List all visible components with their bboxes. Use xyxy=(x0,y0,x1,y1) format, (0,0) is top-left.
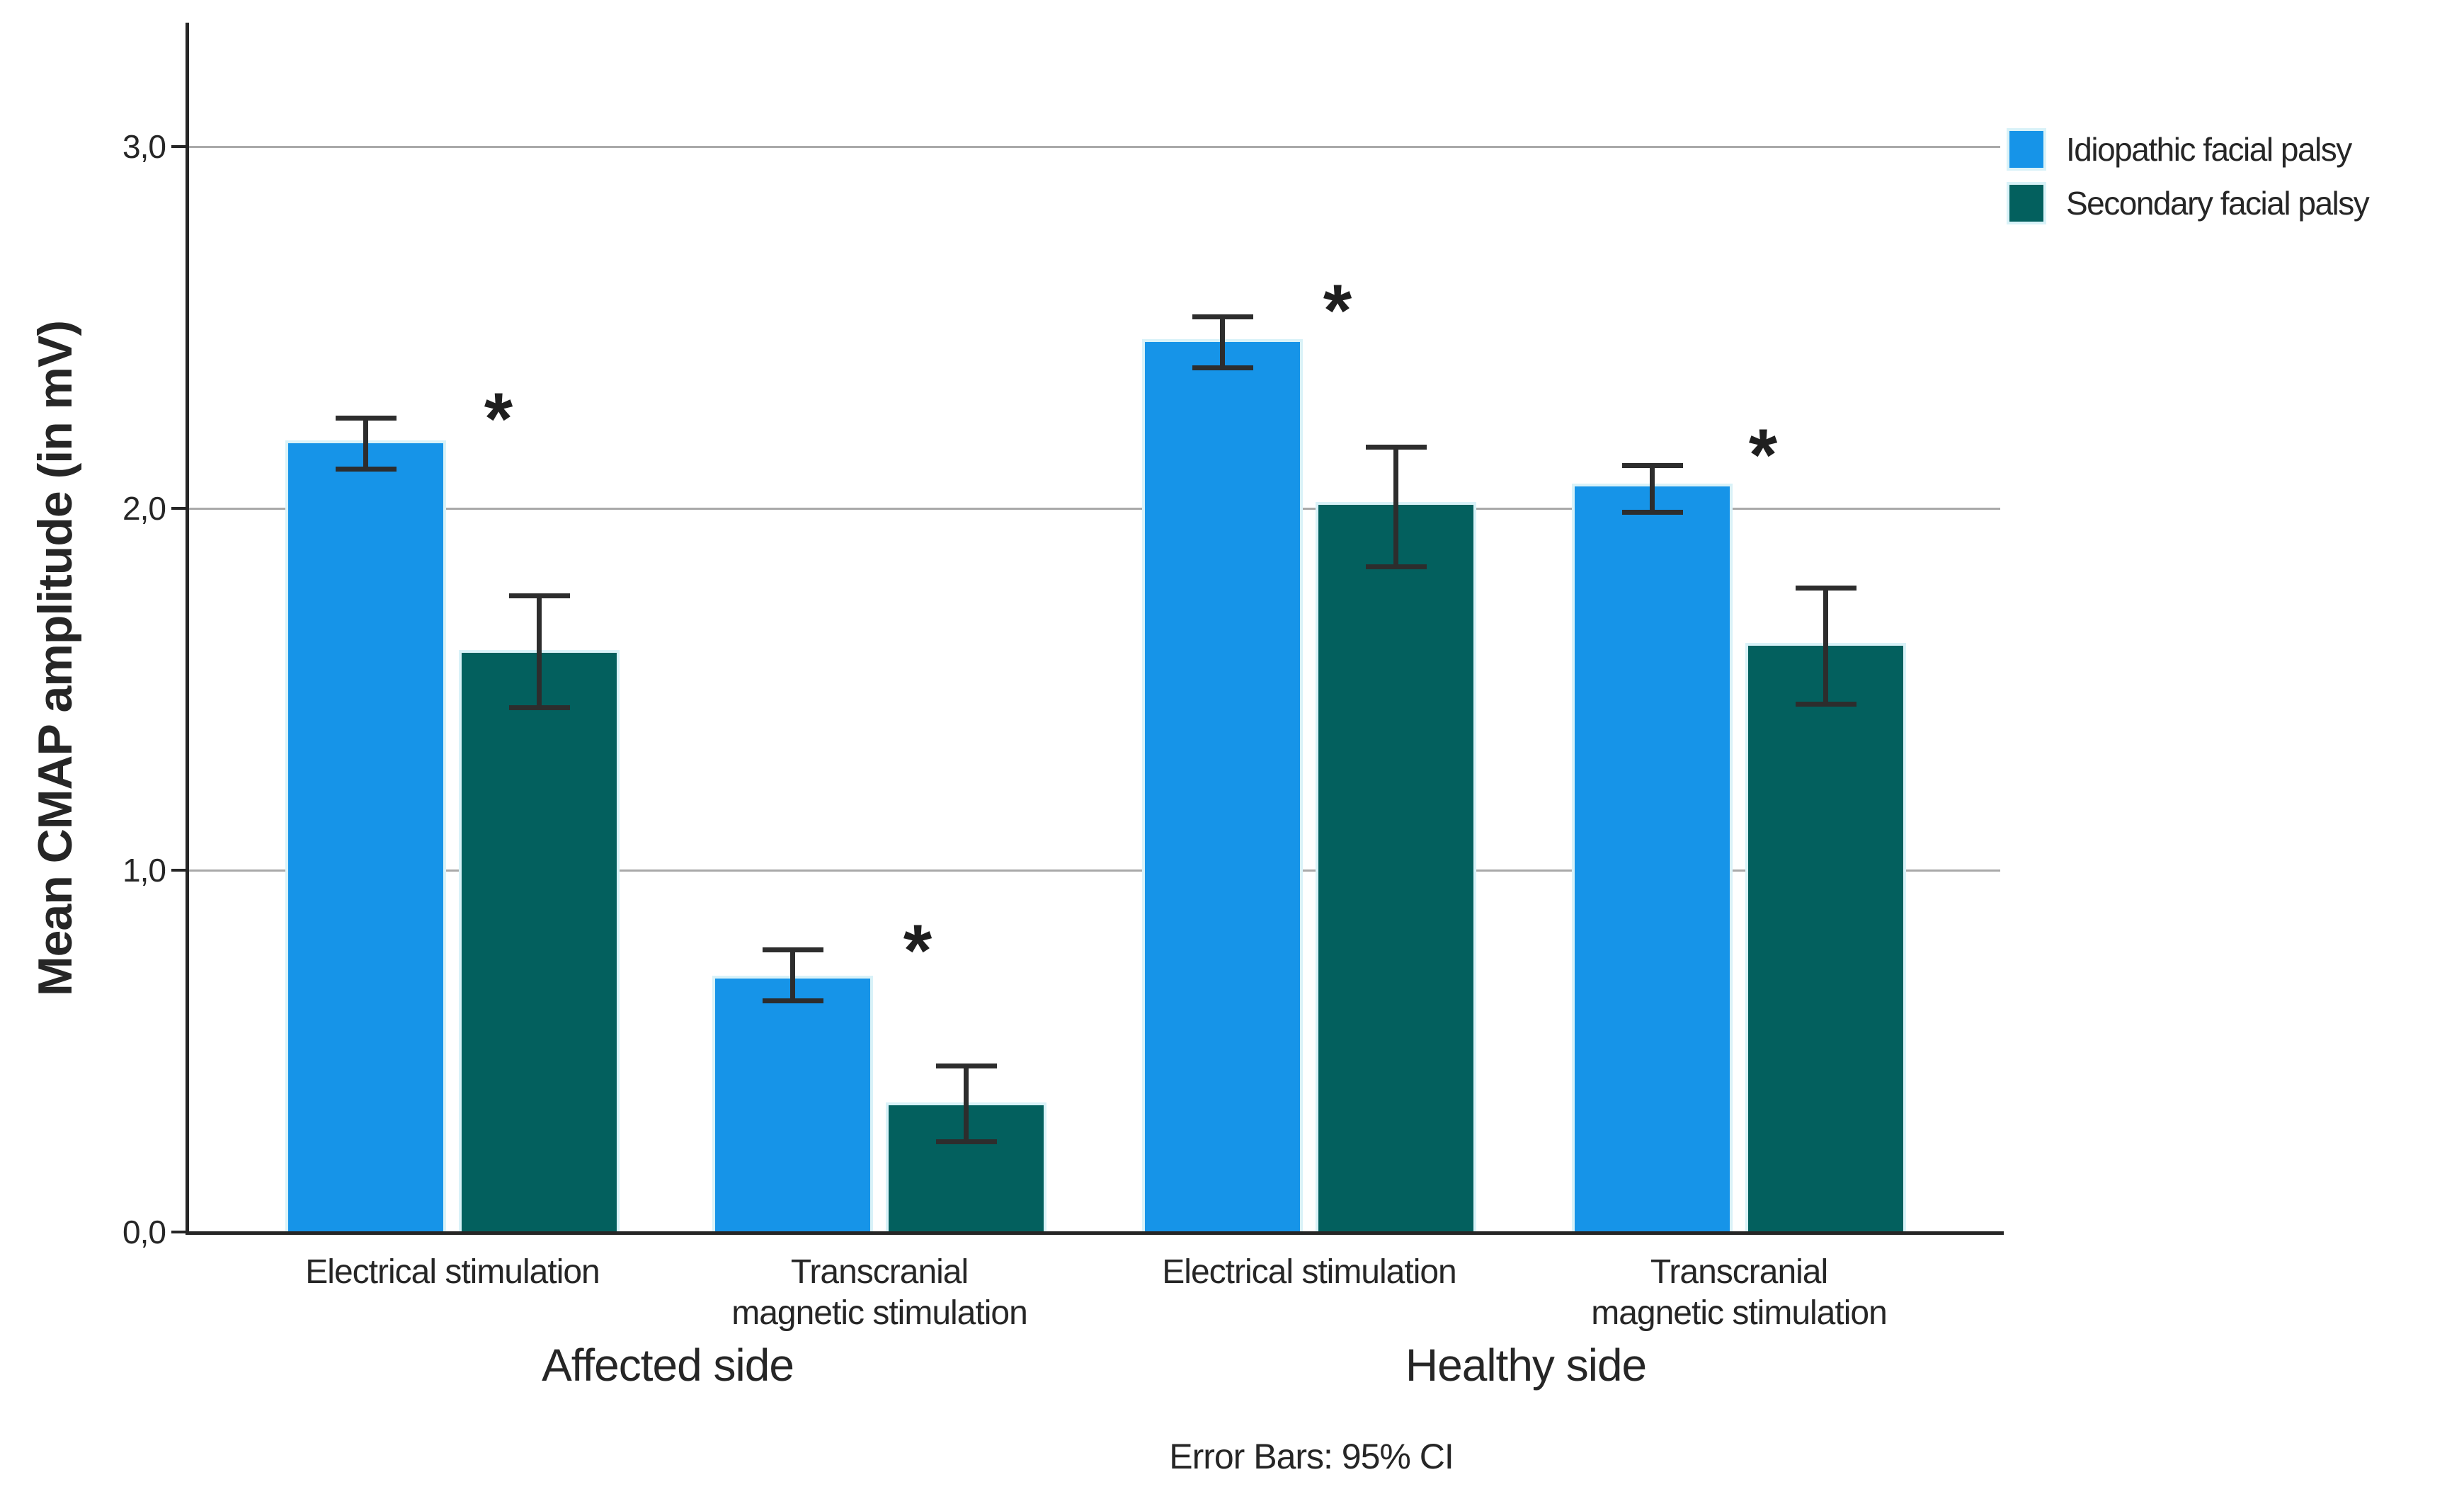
x-category-label-group1: Transcranial magnetic stimulation xyxy=(731,1252,1028,1334)
y-tick-label: 0,0 xyxy=(122,1214,166,1250)
legend-swatch-series1 xyxy=(2009,185,2043,222)
x-category-label-line: magnetic stimulation xyxy=(731,1294,1028,1332)
error-bar-cap-bottom-series1-group0 xyxy=(508,705,570,711)
error-bar-line-series0-group0 xyxy=(363,418,368,469)
gridline-1,0 xyxy=(188,869,2000,872)
error-bar-line-series0-group3 xyxy=(1650,464,1655,513)
y-tick-mark-3,0 xyxy=(171,145,186,148)
error-bar-cap-top-series1-group3 xyxy=(1795,586,1856,591)
y-axis-title: Mean CMAP amplitude (in mV) xyxy=(28,320,82,997)
gridline-2,0 xyxy=(188,508,2000,510)
error-bar-cap-top-series1-group2 xyxy=(1365,445,1427,450)
x-category-label-line: Electrical stimulation xyxy=(1162,1253,1456,1291)
x-category-label-line: magnetic stimulation xyxy=(1591,1294,1888,1332)
bar-series0-group1 xyxy=(715,979,870,1232)
error-bar-line-series0-group1 xyxy=(790,950,795,1000)
x-section-label-0: Affected side xyxy=(542,1340,794,1391)
error-bar-cap-top-series1-group0 xyxy=(508,593,570,598)
x-axis-line xyxy=(186,1231,2004,1235)
error-bar-line-series1-group0 xyxy=(537,595,542,708)
significance-asterisk-group2: * xyxy=(1323,269,1352,352)
x-category-label-line: Transcranial xyxy=(790,1253,969,1291)
y-tick-mark-0,0 xyxy=(171,1231,186,1233)
x-section-label-1: Healthy side xyxy=(1405,1340,1647,1391)
y-tick-label: 3,0 xyxy=(122,128,166,165)
x-category-label-group2: Electrical stimulation xyxy=(1162,1252,1456,1293)
error-bar-cap-top-series0-group0 xyxy=(335,416,397,421)
bar-series1-group2 xyxy=(1318,504,1473,1232)
significance-asterisk-group1: * xyxy=(903,909,932,992)
error-bar-cap-bottom-series1-group3 xyxy=(1795,701,1856,707)
bar-series0-group0 xyxy=(288,443,443,1232)
x-category-label-group3: Transcranial magnetic stimulation xyxy=(1591,1252,1888,1334)
y-axis-line xyxy=(186,23,189,1235)
error-bar-cap-bottom-series0-group3 xyxy=(1621,510,1683,515)
error-bar-cap-top-series0-group3 xyxy=(1621,462,1683,468)
legend-label-series1: Secondary facial palsy xyxy=(2066,185,2370,222)
x-category-label-line: Electrical stimulation xyxy=(305,1253,600,1291)
error-bar-line-series1-group3 xyxy=(1823,588,1828,704)
error-bar-cap-top-series0-group2 xyxy=(1192,314,1253,320)
bar-series1-group0 xyxy=(462,653,617,1232)
y-tick-mark-1,0 xyxy=(171,869,186,872)
y-tick-label: 1,0 xyxy=(122,852,166,889)
bar-series0-group3 xyxy=(1575,486,1730,1232)
y-tick-label: 2,0 xyxy=(122,490,166,527)
error-bar-cap-bottom-series1-group1 xyxy=(935,1139,997,1145)
error-bar-cap-bottom-series0-group1 xyxy=(762,998,823,1003)
x-category-label-line: Transcranial xyxy=(1650,1253,1828,1291)
legend-label-series0: Idiopathic facial palsy xyxy=(2066,131,2352,168)
error-bar-cap-top-series1-group1 xyxy=(935,1063,997,1068)
significance-asterisk-group0: * xyxy=(484,377,513,460)
error-bar-line-series1-group2 xyxy=(1393,447,1398,566)
bar-series1-group3 xyxy=(1748,646,1903,1232)
y-tick-mark-2,0 xyxy=(171,507,186,510)
x-category-label-group0: Electrical stimulation xyxy=(305,1252,600,1293)
error-bar-line-series1-group1 xyxy=(964,1065,969,1142)
error-bar-line-series0-group2 xyxy=(1220,317,1225,367)
error-bar-cap-bottom-series0-group0 xyxy=(335,466,397,472)
bar-series0-group2 xyxy=(1145,341,1300,1232)
error-bar-cap-top-series0-group1 xyxy=(762,947,823,953)
error-bar-cap-bottom-series1-group2 xyxy=(1365,564,1427,569)
error-bar-cap-bottom-series0-group2 xyxy=(1192,365,1253,370)
legend-swatch-series0 xyxy=(2009,131,2043,168)
error-bars-footnote: Error Bars: 95% CI xyxy=(1169,1437,1454,1476)
gridline-3,0 xyxy=(188,146,2000,148)
significance-asterisk-group3: * xyxy=(1748,414,1778,496)
